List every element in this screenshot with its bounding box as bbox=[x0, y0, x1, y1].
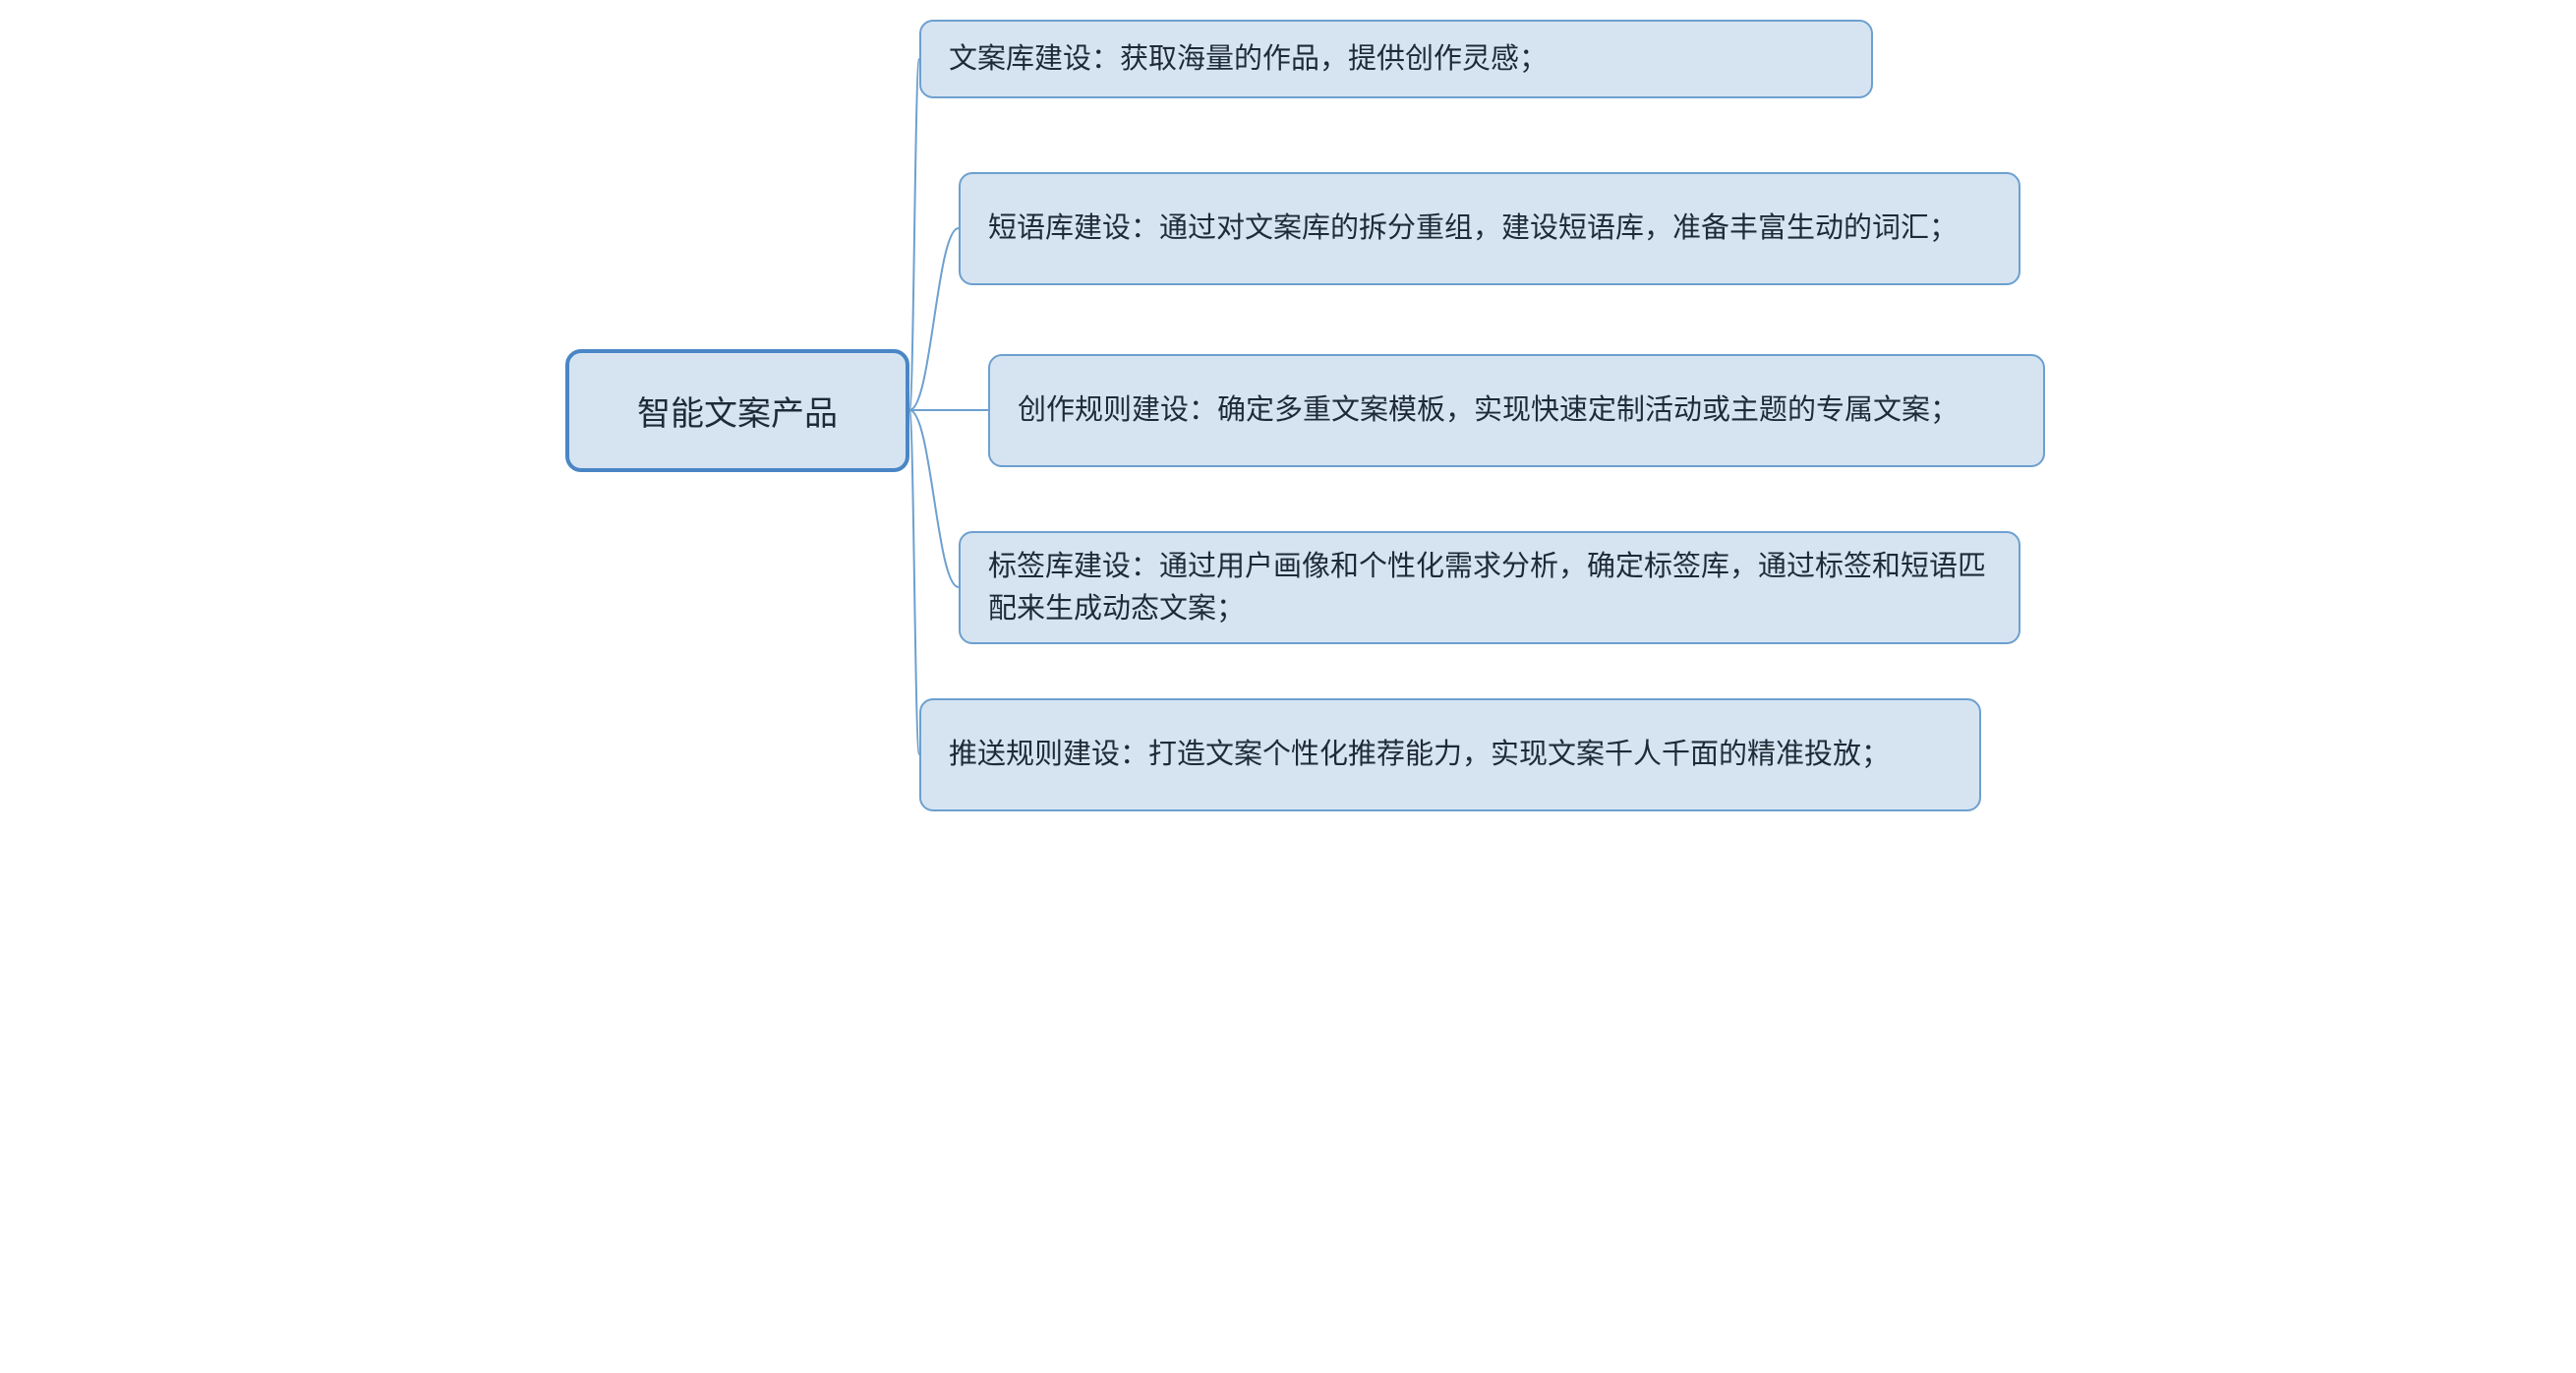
child-node-1: 短语库建设：通过对文案库的拆分重组，建设短语库，准备丰富生动的词汇； bbox=[959, 172, 2020, 285]
connector-edge bbox=[909, 410, 919, 754]
connector-edge bbox=[909, 228, 959, 410]
child-node-4-label: 推送规则建设：打造文案个性化推荐能力，实现文案千人千面的精准投放； bbox=[949, 734, 1890, 775]
child-node-4: 推送规则建设：打造文案个性化推荐能力，实现文案千人千面的精准投放； bbox=[919, 698, 1981, 811]
root-node-label: 智能文案产品 bbox=[637, 387, 838, 435]
child-node-0: 文案库建设：获取海量的作品，提供创作灵感； bbox=[919, 20, 1873, 98]
connector-edge bbox=[909, 410, 959, 587]
child-node-3-label: 标签库建设：通过用户画像和个性化需求分析，确定标签库，通过标签和短语匹配来生成动… bbox=[988, 546, 1991, 628]
root-node: 智能文案产品 bbox=[565, 349, 909, 472]
child-node-2: 创作规则建设：确定多重文案模板，实现快速定制活动或主题的专属文案； bbox=[988, 354, 2045, 467]
child-node-0-label: 文案库建设：获取海量的作品，提供创作灵感； bbox=[949, 38, 1548, 80]
mindmap-canvas: 智能文案产品 文案库建设：获取海量的作品，提供创作灵感； 短语库建设：通过对文案… bbox=[526, 0, 2050, 812]
child-node-2-label: 创作规则建设：确定多重文案模板，实现快速定制活动或主题的专属文案； bbox=[1018, 389, 1959, 431]
child-node-1-label: 短语库建设：通过对文案库的拆分重组，建设短语库，准备丰富生动的词汇； bbox=[988, 208, 1958, 249]
connector-edge bbox=[909, 59, 919, 410]
child-node-3: 标签库建设：通过用户画像和个性化需求分析，确定标签库，通过标签和短语匹配来生成动… bbox=[959, 531, 2020, 644]
